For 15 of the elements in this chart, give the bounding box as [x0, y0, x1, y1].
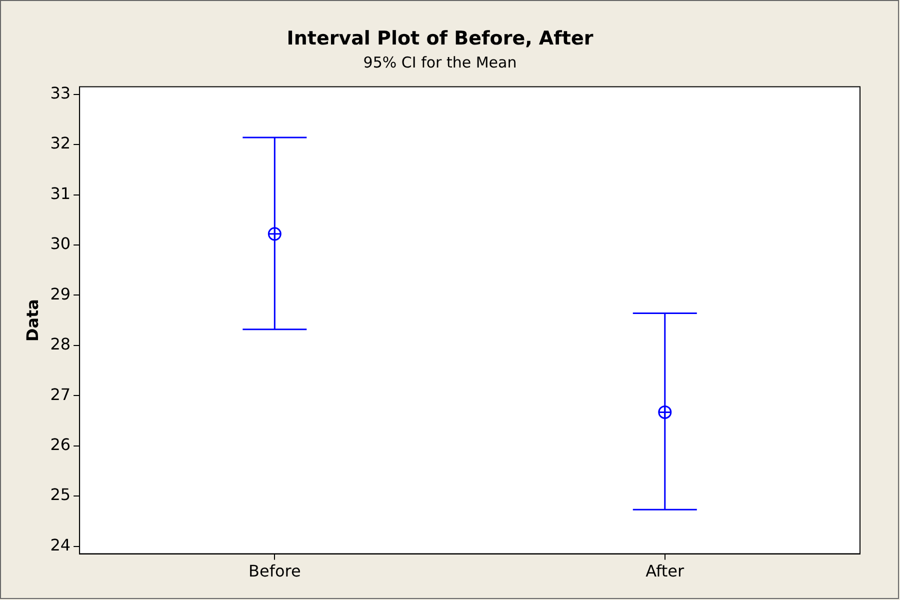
y-tick-label: 28 — [50, 334, 71, 354]
y-axis-title: Data — [22, 299, 42, 342]
x-tick-label: Before — [248, 562, 301, 581]
y-tick-label: 27 — [50, 384, 71, 404]
y-tick-label: 30 — [50, 234, 71, 254]
y-tick-label: 24 — [50, 535, 71, 554]
chart-title: Interval Plot of Before, After — [286, 27, 594, 50]
y-tick-label: 32 — [50, 134, 71, 153]
y-tick-label: 25 — [50, 485, 71, 504]
y-tick-label: 26 — [50, 434, 71, 454]
y-tick-label: 33 — [50, 83, 71, 102]
y-tick-label: 31 — [50, 184, 71, 203]
y-tick-label: 29 — [50, 284, 71, 304]
chart-subtitle: 95% CI for the Mean — [363, 54, 517, 72]
x-tick-label: After — [646, 562, 685, 581]
